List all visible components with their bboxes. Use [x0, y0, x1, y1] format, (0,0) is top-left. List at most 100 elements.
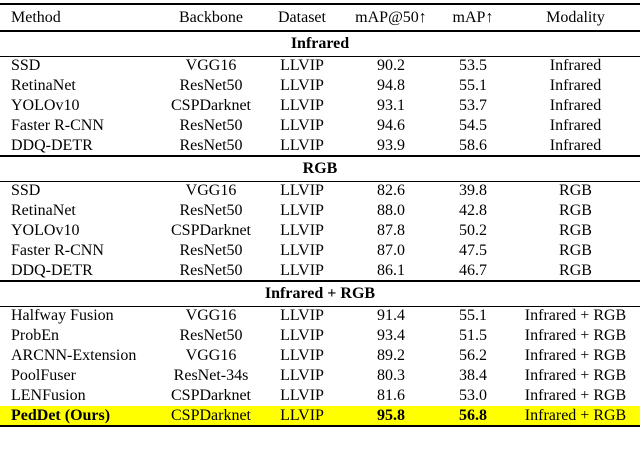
- cell-modality: RGB: [559, 242, 592, 259]
- cell-method: PedDet (Ours): [11, 406, 111, 424]
- section-title-rgb: RGB: [302, 159, 338, 177]
- cell-backbone: CSPDarknet: [171, 406, 251, 424]
- cell-map: 53.0: [459, 387, 487, 404]
- cell-map: 46.7: [459, 261, 487, 279]
- table-row: YOLOv10 CSPDarknet LLVIP 87.8 50.2 RGB: [0, 221, 640, 241]
- cell-backbone: VGG16: [185, 57, 237, 75]
- cell-modality: Infrared: [549, 117, 602, 134]
- cell-method: DDQ-DETR: [11, 261, 93, 279]
- cell-modality: Infrared + RGB: [524, 367, 627, 384]
- cell-dataset: LLVIP: [280, 261, 324, 279]
- cell-dataset: LLVIP: [280, 202, 324, 219]
- table-row: Faster R-CNN ResNet50 LLVIP 94.6 54.5 Infrare…: [0, 116, 640, 136]
- cell-method: SSD: [11, 57, 41, 75]
- cell-backbone: ResNet50: [179, 202, 243, 219]
- cell-map50: 82.6: [377, 182, 405, 200]
- cell-map: 56.8: [459, 406, 487, 424]
- cell-modality: RGB: [559, 222, 592, 239]
- cell-map50: 90.2: [377, 57, 405, 75]
- table-row: DDQ-DETR ResNet50 LLVIP 93.9 58.6 Infrared: [0, 136, 640, 156]
- table-row: RetinaNet ResNet50 LLVIP 94.8 55.1 Infrared: [0, 76, 640, 96]
- cell-method: RetinaNet: [11, 77, 76, 94]
- section-infrared-rgb: Infrared + RGB Halfway Fusion VGG16 LLVIP 9…: [0, 281, 640, 426]
- column-header-backbone: Backbone: [179, 8, 243, 26]
- cell-dataset: LLVIP: [280, 327, 324, 344]
- cell-backbone: ResNet-34s: [173, 367, 249, 384]
- section-header-row: Infrared: [0, 31, 640, 56]
- cell-modality: Infrared: [549, 97, 602, 114]
- cell-method: DDQ-DETR: [11, 136, 93, 154]
- cell-dataset: LLVIP: [280, 347, 324, 364]
- cell-map50: 94.6: [377, 117, 405, 134]
- column-header-map: mAP↑: [452, 8, 494, 26]
- cell-method: Halfway Fusion: [11, 307, 114, 325]
- column-header-row: Method Backbone Dataset mAP@50↑ mAP↑ Mod…: [0, 4, 640, 31]
- cell-map: 53.5: [459, 57, 487, 75]
- cell-modality: Infrared + RGB: [524, 347, 627, 364]
- cell-method: YOLOv10: [11, 97, 80, 114]
- cell-method: Faster R-CNN: [11, 117, 104, 134]
- table-row-highlighted: PedDet (Ours) CSPDarknet LLVIP 95.8 56.8 Infr…: [0, 406, 640, 426]
- cell-map50: 93.4: [377, 327, 405, 344]
- table-row: Halfway Fusion VGG16 LLVIP 91.4 55.1 Infrared…: [0, 306, 640, 326]
- column-header-modality: Modality: [546, 8, 605, 26]
- cell-backbone: ResNet50: [179, 77, 243, 94]
- cell-modality: Infrared: [549, 77, 602, 94]
- table-row: YOLOv10 CSPDarknet LLVIP 93.1 53.7 Infrared: [0, 96, 640, 116]
- cell-backbone: CSPDarknet: [171, 387, 251, 404]
- table-row: Faster R-CNN ResNet50 LLVIP 87.0 47.5 RGB: [0, 241, 640, 261]
- cell-map50: 88.0: [377, 202, 405, 219]
- cell-backbone: VGG16: [185, 182, 237, 200]
- cell-backbone: CSPDarknet: [171, 97, 251, 114]
- cell-method: RetinaNet: [11, 202, 76, 219]
- cell-dataset: LLVIP: [280, 97, 324, 114]
- cell-modality: Infrared + RGB: [524, 406, 627, 424]
- cell-map50: 86.1: [377, 261, 405, 279]
- section-header-row: RGB: [0, 156, 640, 181]
- cell-map: 42.8: [459, 202, 487, 219]
- cell-map50: 89.2: [377, 347, 405, 364]
- cell-map50: 94.8: [377, 77, 405, 94]
- column-header-method: Method: [11, 8, 61, 26]
- cell-dataset: LLVIP: [280, 242, 324, 259]
- cell-map: 47.5: [459, 242, 487, 259]
- table-row: PoolFuser ResNet-34s LLVIP 80.3 38.4 Infrared…: [0, 366, 640, 386]
- cell-map: 50.2: [459, 222, 487, 239]
- cell-map50: 93.1: [377, 97, 405, 114]
- section-rgb: RGB SSD VGG16 LLVIP 82.6 39.8 RGB RetinaNet Res…: [0, 156, 640, 281]
- cell-map50: 95.8: [377, 406, 405, 424]
- table-row: ProbEn ResNet50 LLVIP 93.4 51.5 Infrared + RG…: [0, 326, 640, 346]
- cell-map50: 87.8: [377, 222, 405, 239]
- cell-map50: 87.0: [377, 242, 405, 259]
- cell-modality: Infrared + RGB: [524, 387, 627, 404]
- cell-method: SSD: [11, 182, 41, 200]
- cell-map50: 80.3: [377, 367, 405, 384]
- cell-method: LENFusion: [11, 387, 86, 404]
- section-header-row: Infrared + RGB: [0, 281, 640, 306]
- cell-backbone: VGG16: [185, 347, 237, 364]
- column-header-map50: mAP@50↑: [355, 8, 427, 26]
- benchmark-results-table: Method Backbone Dataset mAP@50↑ mAP↑ Mod…: [0, 3, 640, 427]
- cell-map50: 81.6: [377, 387, 405, 404]
- cell-modality: Infrared + RGB: [524, 327, 627, 344]
- table-row: RetinaNet ResNet50 LLVIP 88.0 42.8 RGB: [0, 201, 640, 221]
- column-header-dataset: Dataset: [278, 8, 326, 26]
- cell-modality: Infrared: [549, 57, 602, 75]
- cell-backbone: ResNet50: [179, 136, 243, 154]
- cell-dataset: LLVIP: [280, 307, 324, 325]
- cell-dataset: LLVIP: [280, 367, 324, 384]
- cell-map: 39.8: [459, 182, 487, 200]
- table-row: LENFusion CSPDarknet LLVIP 81.6 53.0 Infrared…: [0, 386, 640, 406]
- section-infrared: Infrared SSD VGG16 LLVIP 90.2 53.5 Infrared Re…: [0, 31, 640, 156]
- cell-method: Faster R-CNN: [11, 242, 104, 259]
- cell-method: PoolFuser: [11, 367, 76, 384]
- table-row: SSD VGG16 LLVIP 82.6 39.8 RGB: [0, 181, 640, 201]
- cell-map: 55.1: [459, 77, 487, 94]
- cell-dataset: LLVIP: [280, 136, 324, 154]
- cell-map: 54.5: [459, 117, 487, 134]
- table-row: DDQ-DETR ResNet50 LLVIP 86.1 46.7 RGB: [0, 261, 640, 281]
- cell-modality: RGB: [559, 261, 592, 279]
- cell-dataset: LLVIP: [280, 387, 324, 404]
- cell-modality: Infrared + RGB: [524, 307, 627, 325]
- section-title-infrared-rgb: Infrared + RGB: [264, 284, 376, 302]
